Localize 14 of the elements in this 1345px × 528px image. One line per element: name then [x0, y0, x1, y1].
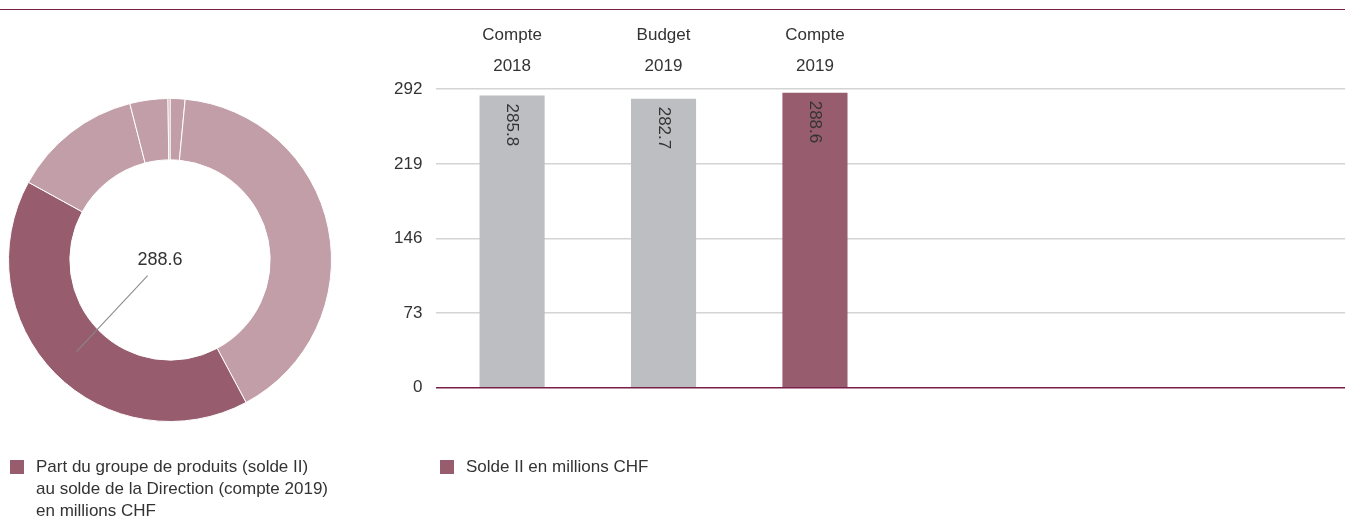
- y-tick-label: 73: [403, 302, 423, 322]
- x-tick-label: Compte 2019: [785, 24, 845, 75]
- y-tick-label: 219: [393, 153, 423, 173]
- y-tick-label: 0: [412, 377, 423, 397]
- y-tick-label: 292: [393, 78, 423, 98]
- legend-label: Solde II en millions CHF: [466, 456, 649, 478]
- x-tick-label: Budget 2019: [636, 24, 691, 75]
- legend-label: Part du groupe de produits (solde II) au solde de la Direction (compte 2019) en millions CHF: [36, 456, 329, 522]
- y-tick-label: 146: [393, 228, 423, 248]
- data-label: 285.8: [503, 103, 523, 147]
- data-label: 288.6: [137, 248, 183, 269]
- data-label: 288.6: [806, 100, 826, 144]
- x-tick-label: Compte 2018: [482, 24, 542, 75]
- data-label: 282.7: [654, 106, 674, 150]
